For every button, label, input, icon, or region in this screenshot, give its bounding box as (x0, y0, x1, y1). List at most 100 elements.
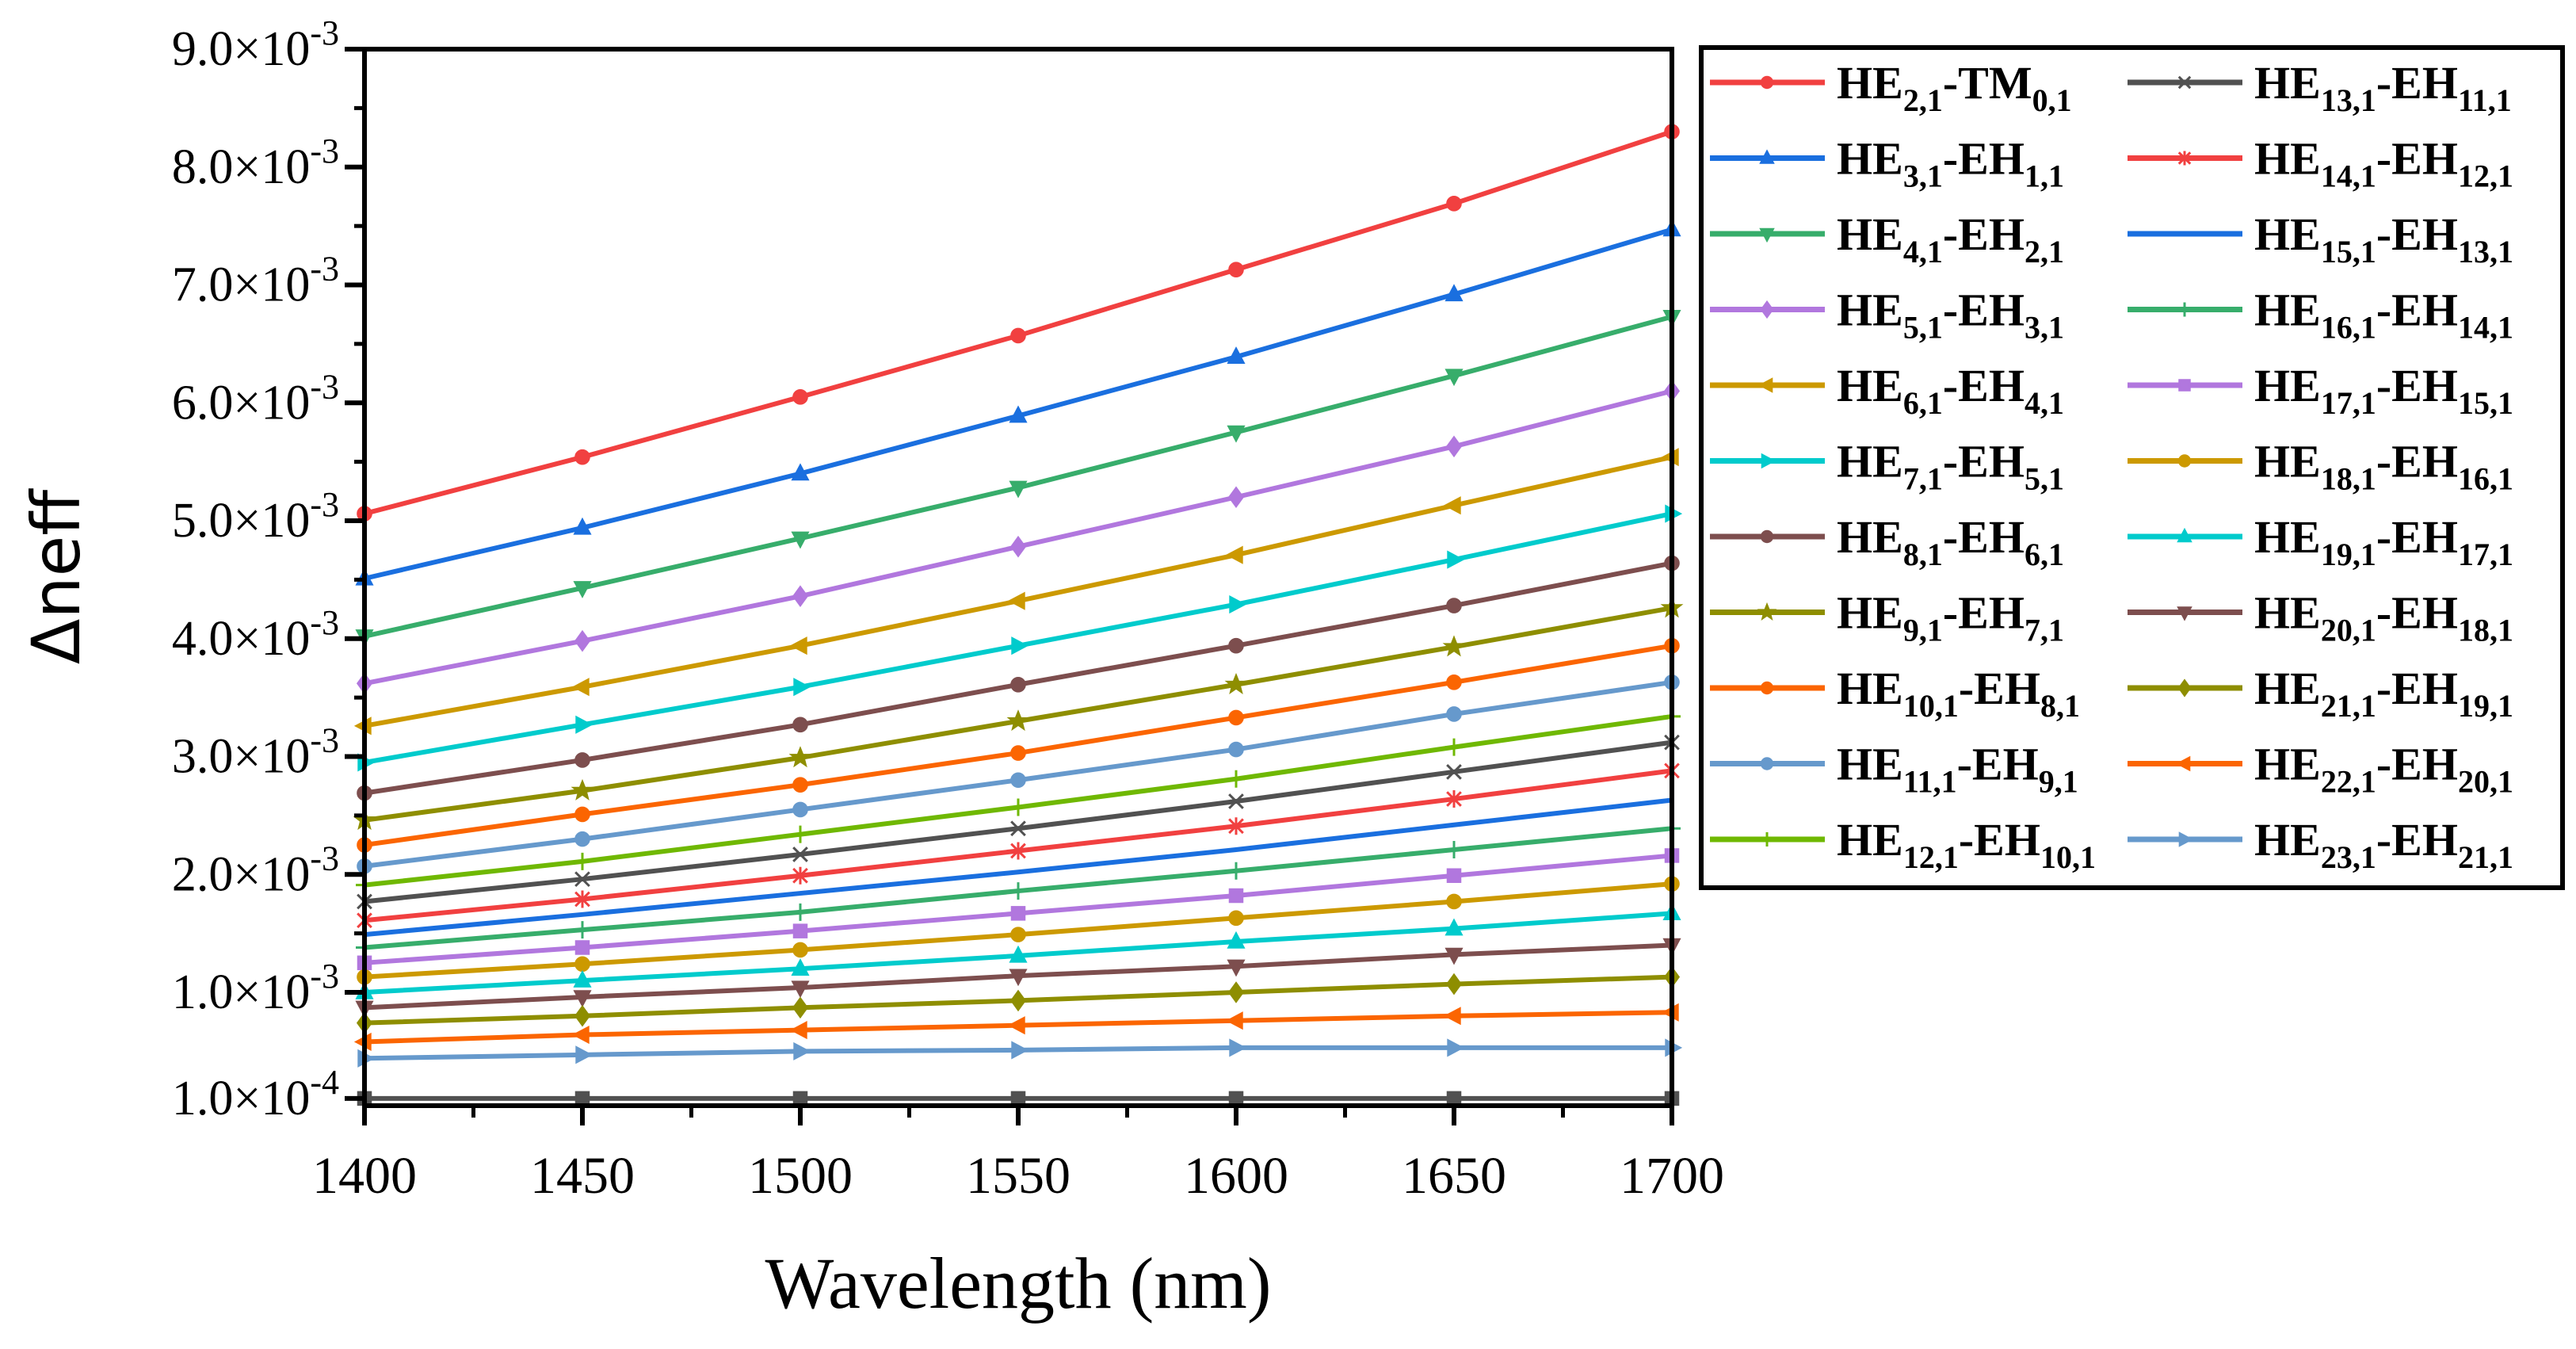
data-point-marker (574, 831, 590, 847)
series-5 (353, 448, 1679, 736)
data-point-marker (1442, 635, 1466, 657)
data-point-marker (1757, 377, 1773, 393)
data-point-marker (1227, 770, 1245, 788)
legend-label: HE5,1-EH3,1 (1837, 285, 2064, 346)
data-point-marker (1227, 425, 1246, 443)
data-point-marker (2177, 606, 2192, 621)
data-point-marker (792, 801, 808, 818)
series-23 (357, 1091, 1680, 1106)
data-point-marker (1010, 927, 1026, 942)
series-line (364, 314, 1673, 639)
data-point-marker (1445, 435, 1463, 458)
data-point-marker (1227, 862, 1245, 880)
legend-label: HE2,1-TM0,1 (1837, 57, 2072, 118)
data-point-marker (1760, 529, 1774, 544)
data-point-marker (793, 678, 811, 697)
data-point-marker (792, 996, 809, 1019)
data-point-marker (1228, 888, 1244, 904)
legend-entry: HE12,1-EH10,1 (1710, 814, 2096, 875)
data-point-marker (1228, 793, 1244, 809)
data-point-marker (1006, 709, 1030, 732)
data-point-marker (1009, 798, 1027, 816)
data-point-marker (1446, 196, 1462, 212)
data-point-marker (1761, 453, 1776, 469)
legend-box (1699, 45, 2565, 890)
data-point-marker (1446, 1091, 1462, 1106)
legend-label: HE8,1-EH6,1 (1837, 511, 2064, 572)
data-point-marker (1010, 745, 1026, 761)
y-tick-label: 3.0×10-3 (172, 721, 339, 784)
x-tick-label: 1550 (966, 1147, 1070, 1205)
data-point-marker (1010, 906, 1026, 921)
legend-entry: HE3,1-EH1,1 (1710, 133, 2064, 194)
data-point-marker (1446, 790, 1462, 808)
data-point-marker (571, 1025, 590, 1045)
series-12 (357, 734, 1680, 910)
data-point-marker (1009, 405, 1028, 423)
legend-label: HE7,1-EH5,1 (1837, 436, 2064, 497)
data-point-marker (1759, 149, 1775, 164)
series-line (364, 797, 1673, 938)
data-point-marker (571, 778, 594, 801)
y-tick-label: 1.0×10-4 (172, 1063, 339, 1125)
legend-label: HE11,1-EH9,1 (1837, 739, 2078, 800)
data-point-marker (1229, 595, 1247, 614)
data-point-marker (1760, 757, 1774, 770)
series-14 (364, 797, 1673, 938)
data-point-marker (2177, 678, 2192, 697)
y-tick-label: 4.0×10-3 (172, 603, 339, 666)
data-point-marker (1228, 741, 1244, 758)
data-point-marker (792, 825, 809, 843)
data-point-marker (574, 890, 590, 908)
data-point-marker (574, 852, 591, 870)
legend-label: HE17,1-EH15,1 (2254, 360, 2513, 421)
data-point-marker (792, 942, 808, 958)
data-point-marker (1445, 973, 1463, 996)
legend-entry: HE13,1-EH11,1 (2128, 57, 2512, 118)
legend-entry: HE17,1-EH15,1 (2128, 360, 2513, 421)
data-point-marker (1444, 947, 1464, 965)
data-point-marker (1228, 637, 1244, 654)
series-11 (356, 707, 1681, 894)
data-point-marker (1444, 369, 1464, 387)
legend-entry: HE18,1-EH16,1 (2128, 436, 2513, 497)
data-point-marker (2177, 302, 2192, 317)
legend-label: HE4,1-EH2,1 (1837, 208, 2064, 269)
series-3 (355, 309, 1681, 647)
data-point-marker (1009, 969, 1028, 987)
legend-label: HE12,1-EH10,1 (1837, 814, 2096, 875)
legend-entry: HE7,1-EH5,1 (1710, 436, 2064, 497)
data-point-marker (792, 389, 808, 405)
data-point-marker (571, 678, 590, 697)
data-point-marker (573, 969, 592, 988)
data-point-marker (788, 746, 812, 768)
series-line (364, 227, 1673, 581)
data-point-marker (574, 940, 590, 955)
series-17 (357, 876, 1680, 985)
data-point-marker (789, 1021, 807, 1040)
data-point-marker (1225, 545, 1243, 564)
y-tick-label: 7.0×10-3 (172, 250, 339, 312)
data-point-marker (573, 581, 592, 598)
y-tick-label: 9.0×10-3 (172, 13, 339, 76)
data-point-marker (2178, 831, 2194, 847)
x-tick-label: 1450 (530, 1147, 635, 1205)
legend-entry: HE5,1-EH3,1 (1710, 285, 2064, 346)
legend-label: HE19,1-EH17,1 (2254, 511, 2513, 572)
data-point-marker (1446, 598, 1462, 613)
data-point-marker (1007, 591, 1025, 610)
data-point-marker (1229, 1038, 1247, 1057)
series-layer (353, 124, 1684, 1106)
series-21 (353, 1003, 1679, 1052)
data-point-marker (1759, 227, 1775, 243)
legend-entry: HE9,1-EH7,1 (1710, 587, 2064, 648)
data-point-marker (792, 846, 808, 862)
data-point-marker (1444, 284, 1464, 302)
legend-entry: HE21,1-EH19,1 (2128, 663, 2513, 724)
data-point-marker (2175, 755, 2191, 772)
data-point-marker (1444, 918, 1464, 936)
series-1 (357, 124, 1680, 522)
data-point-marker (574, 1091, 590, 1106)
data-point-marker (2177, 151, 2192, 166)
data-point-marker (1227, 981, 1245, 1003)
